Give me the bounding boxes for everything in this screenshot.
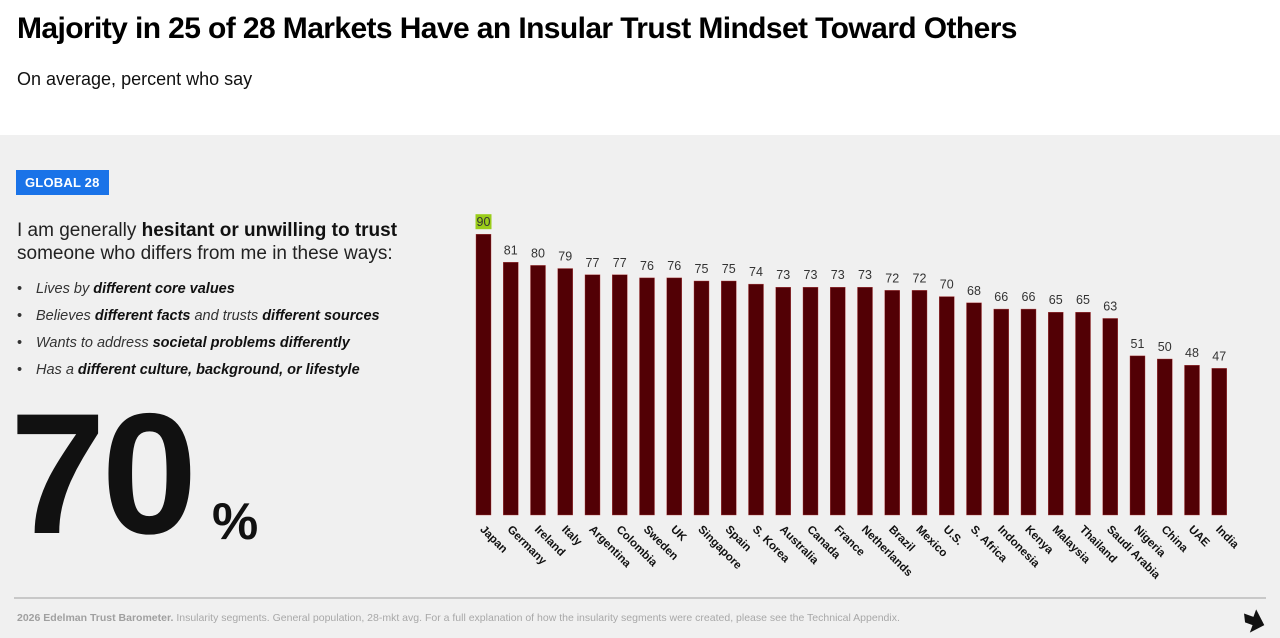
statement-pre: I am generally: [17, 220, 142, 241]
bullet-item: • Has a different culture, background, or…: [17, 360, 380, 387]
data-label: 79: [558, 250, 572, 264]
data-label: 66: [994, 290, 1008, 304]
page-title: Majority in 25 of 28 Markets Have an Ins…: [17, 12, 1017, 45]
data-label: 50: [1158, 340, 1172, 354]
bullet-item: • Wants to address societal problems diff…: [17, 333, 380, 360]
data-label: 77: [586, 256, 600, 270]
page-subtitle: On average, percent who say: [17, 69, 253, 89]
footer-divider: [14, 597, 1266, 599]
data-label: 81: [504, 243, 518, 257]
data-label: 75: [722, 262, 736, 276]
category-label: U.S.: [941, 524, 965, 548]
bar-germany: [503, 262, 519, 516]
bullet-list: • Lives by different core values • Believe…: [17, 279, 380, 387]
bar-ireland: [530, 265, 546, 516]
bullet-text: Believes: [36, 308, 95, 324]
bullet-bold: different core values: [93, 281, 235, 297]
bar-s-africa: [966, 302, 982, 516]
bullet-text: Lives by: [36, 281, 94, 297]
data-label: 48: [1185, 346, 1199, 360]
highlight-label-bg: [475, 214, 492, 230]
bar-kenya: [1020, 308, 1037, 516]
survey-statement: I am generally hesitant or unwilling to …: [17, 219, 417, 265]
data-label: 70: [940, 278, 954, 292]
data-label: 73: [831, 268, 845, 282]
data-label: 68: [967, 284, 981, 298]
header-band: Majority in 25 of 28 Markets Have an Ins…: [0, 0, 1280, 135]
bullet-text: and trusts: [190, 308, 263, 324]
bullet-text: Has a: [36, 362, 78, 378]
data-label: 73: [776, 268, 790, 282]
bar-saudi-arabia: [1102, 318, 1118, 516]
data-label: 63: [1103, 299, 1117, 313]
data-label: 74: [749, 265, 763, 279]
bar-malaysia: [1048, 312, 1064, 516]
category-label: India: [1213, 524, 1241, 552]
arrow-right-down-icon[interactable]: [1240, 608, 1266, 634]
bar-japan: [475, 233, 492, 516]
footer-source: 2026 Edelman Trust Barometer. Insularity…: [17, 612, 900, 624]
data-label: 72: [885, 271, 899, 285]
bar-canada: [802, 287, 819, 516]
footer-source-bold: 2026 Edelman Trust Barometer.: [17, 612, 174, 624]
bar-chart: 90Japan81Germany80Ireland79Italy77Argent…: [475, 214, 1241, 582]
data-label: 73: [858, 268, 872, 282]
data-label: 76: [640, 259, 654, 273]
bar-indonesia: [993, 308, 1009, 516]
bar-india: [1211, 368, 1227, 516]
bullet-dot-icon: •: [17, 281, 23, 297]
bar-spain: [721, 280, 737, 516]
bar-argentina: [584, 274, 601, 516]
bar-singapore: [693, 280, 710, 516]
statement-post: someone who differs from me in these way…: [17, 243, 393, 264]
bar-s-korea: [748, 283, 764, 516]
bar-australia: [775, 287, 791, 516]
bar-mexico: [911, 290, 928, 516]
bar-thailand: [1075, 312, 1091, 516]
bullet-item: • Believes different facts and trusts dif…: [17, 306, 380, 333]
bar-colombia: [612, 274, 628, 516]
data-label: 90: [477, 215, 491, 229]
bar-france: [830, 287, 846, 516]
bullet-bold: societal problems differently: [152, 335, 350, 351]
data-label: 72: [913, 271, 927, 285]
bullet-item: • Lives by different core values: [17, 279, 380, 306]
category-label: UK: [668, 524, 689, 545]
bar-brazil: [884, 290, 900, 516]
data-label: 77: [613, 256, 627, 270]
data-label: 75: [695, 262, 709, 276]
bar-nigeria: [1129, 355, 1146, 516]
bullet-dot-icon: •: [17, 308, 23, 324]
bar-italy: [557, 268, 573, 516]
footer-source-text: Insularity segments. General population,…: [173, 612, 900, 624]
bar-uk: [666, 277, 682, 516]
data-label: 65: [1076, 293, 1090, 307]
bar-sweden: [639, 277, 655, 516]
global-average-value: 70: [10, 378, 197, 570]
statement-bold: hesitant or unwilling to trust: [141, 220, 398, 241]
bullet-text: Wants to address: [36, 335, 153, 351]
bullet-bold: different facts: [94, 308, 191, 324]
bar-netherlands: [857, 287, 873, 516]
data-label: 66: [1022, 290, 1036, 304]
data-label: 65: [1049, 293, 1063, 307]
global-28-badge: GLOBAL 28: [16, 170, 109, 195]
percent-sign: %: [212, 493, 259, 551]
bullet-bold: different sources: [262, 308, 380, 324]
data-label: 47: [1212, 349, 1226, 363]
data-label: 73: [804, 268, 818, 282]
bullet-dot-icon: •: [17, 335, 23, 351]
bullet-bold: different culture, background, or lifest…: [77, 362, 360, 378]
bar-u-s-: [939, 296, 955, 516]
data-label: 76: [667, 259, 681, 273]
bar-china: [1157, 358, 1173, 516]
data-label: 80: [531, 246, 545, 260]
bullet-dot-icon: •: [17, 362, 23, 378]
category-label: Japan: [477, 524, 509, 556]
bar-uae: [1184, 365, 1200, 516]
data-label: 51: [1131, 337, 1145, 351]
